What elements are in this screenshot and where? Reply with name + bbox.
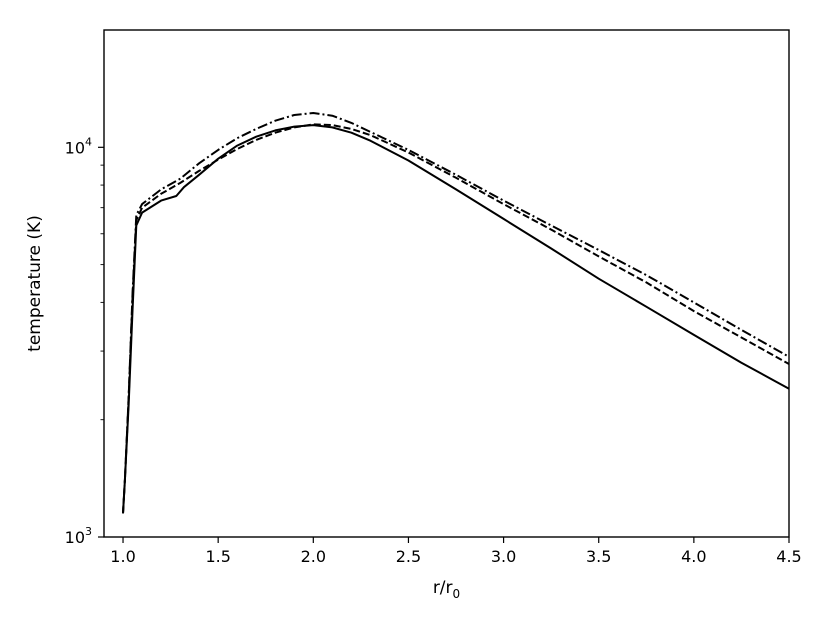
x-tick-label: 3.0 — [491, 547, 516, 566]
series-line-solid — [122, 124, 790, 514]
y-tick-label-base: 10 — [65, 528, 85, 547]
series-line-dashed — [122, 123, 790, 514]
x-tick-label: 1.0 — [110, 547, 135, 566]
y-tick-label: 104 — [65, 135, 92, 157]
y-tick-label-base: 10 — [65, 138, 85, 157]
y-tick-label-exponent: 3 — [85, 525, 92, 538]
x-tick-label: 2.5 — [396, 547, 421, 566]
series-line-dashdot — [122, 112, 790, 514]
series-layer — [122, 112, 790, 514]
x-axis-label-subscript: 0 — [453, 587, 461, 601]
x-tick-label: 4.5 — [776, 547, 801, 566]
x-tick-label: 4.0 — [681, 547, 706, 566]
x-tick-label: 3.5 — [586, 547, 611, 566]
y-tick-label: 103 — [65, 525, 92, 547]
y-tick-label-exponent: 4 — [85, 135, 92, 148]
y-axis-label: temperature (K) — [25, 215, 45, 352]
x-axis-label: r/r0 — [433, 578, 460, 601]
plot-frame — [103, 29, 790, 538]
x-axis-label-main: r/r — [433, 578, 453, 598]
x-tick-label: 1.5 — [205, 547, 230, 566]
x-tick-label: 2.0 — [301, 547, 326, 566]
